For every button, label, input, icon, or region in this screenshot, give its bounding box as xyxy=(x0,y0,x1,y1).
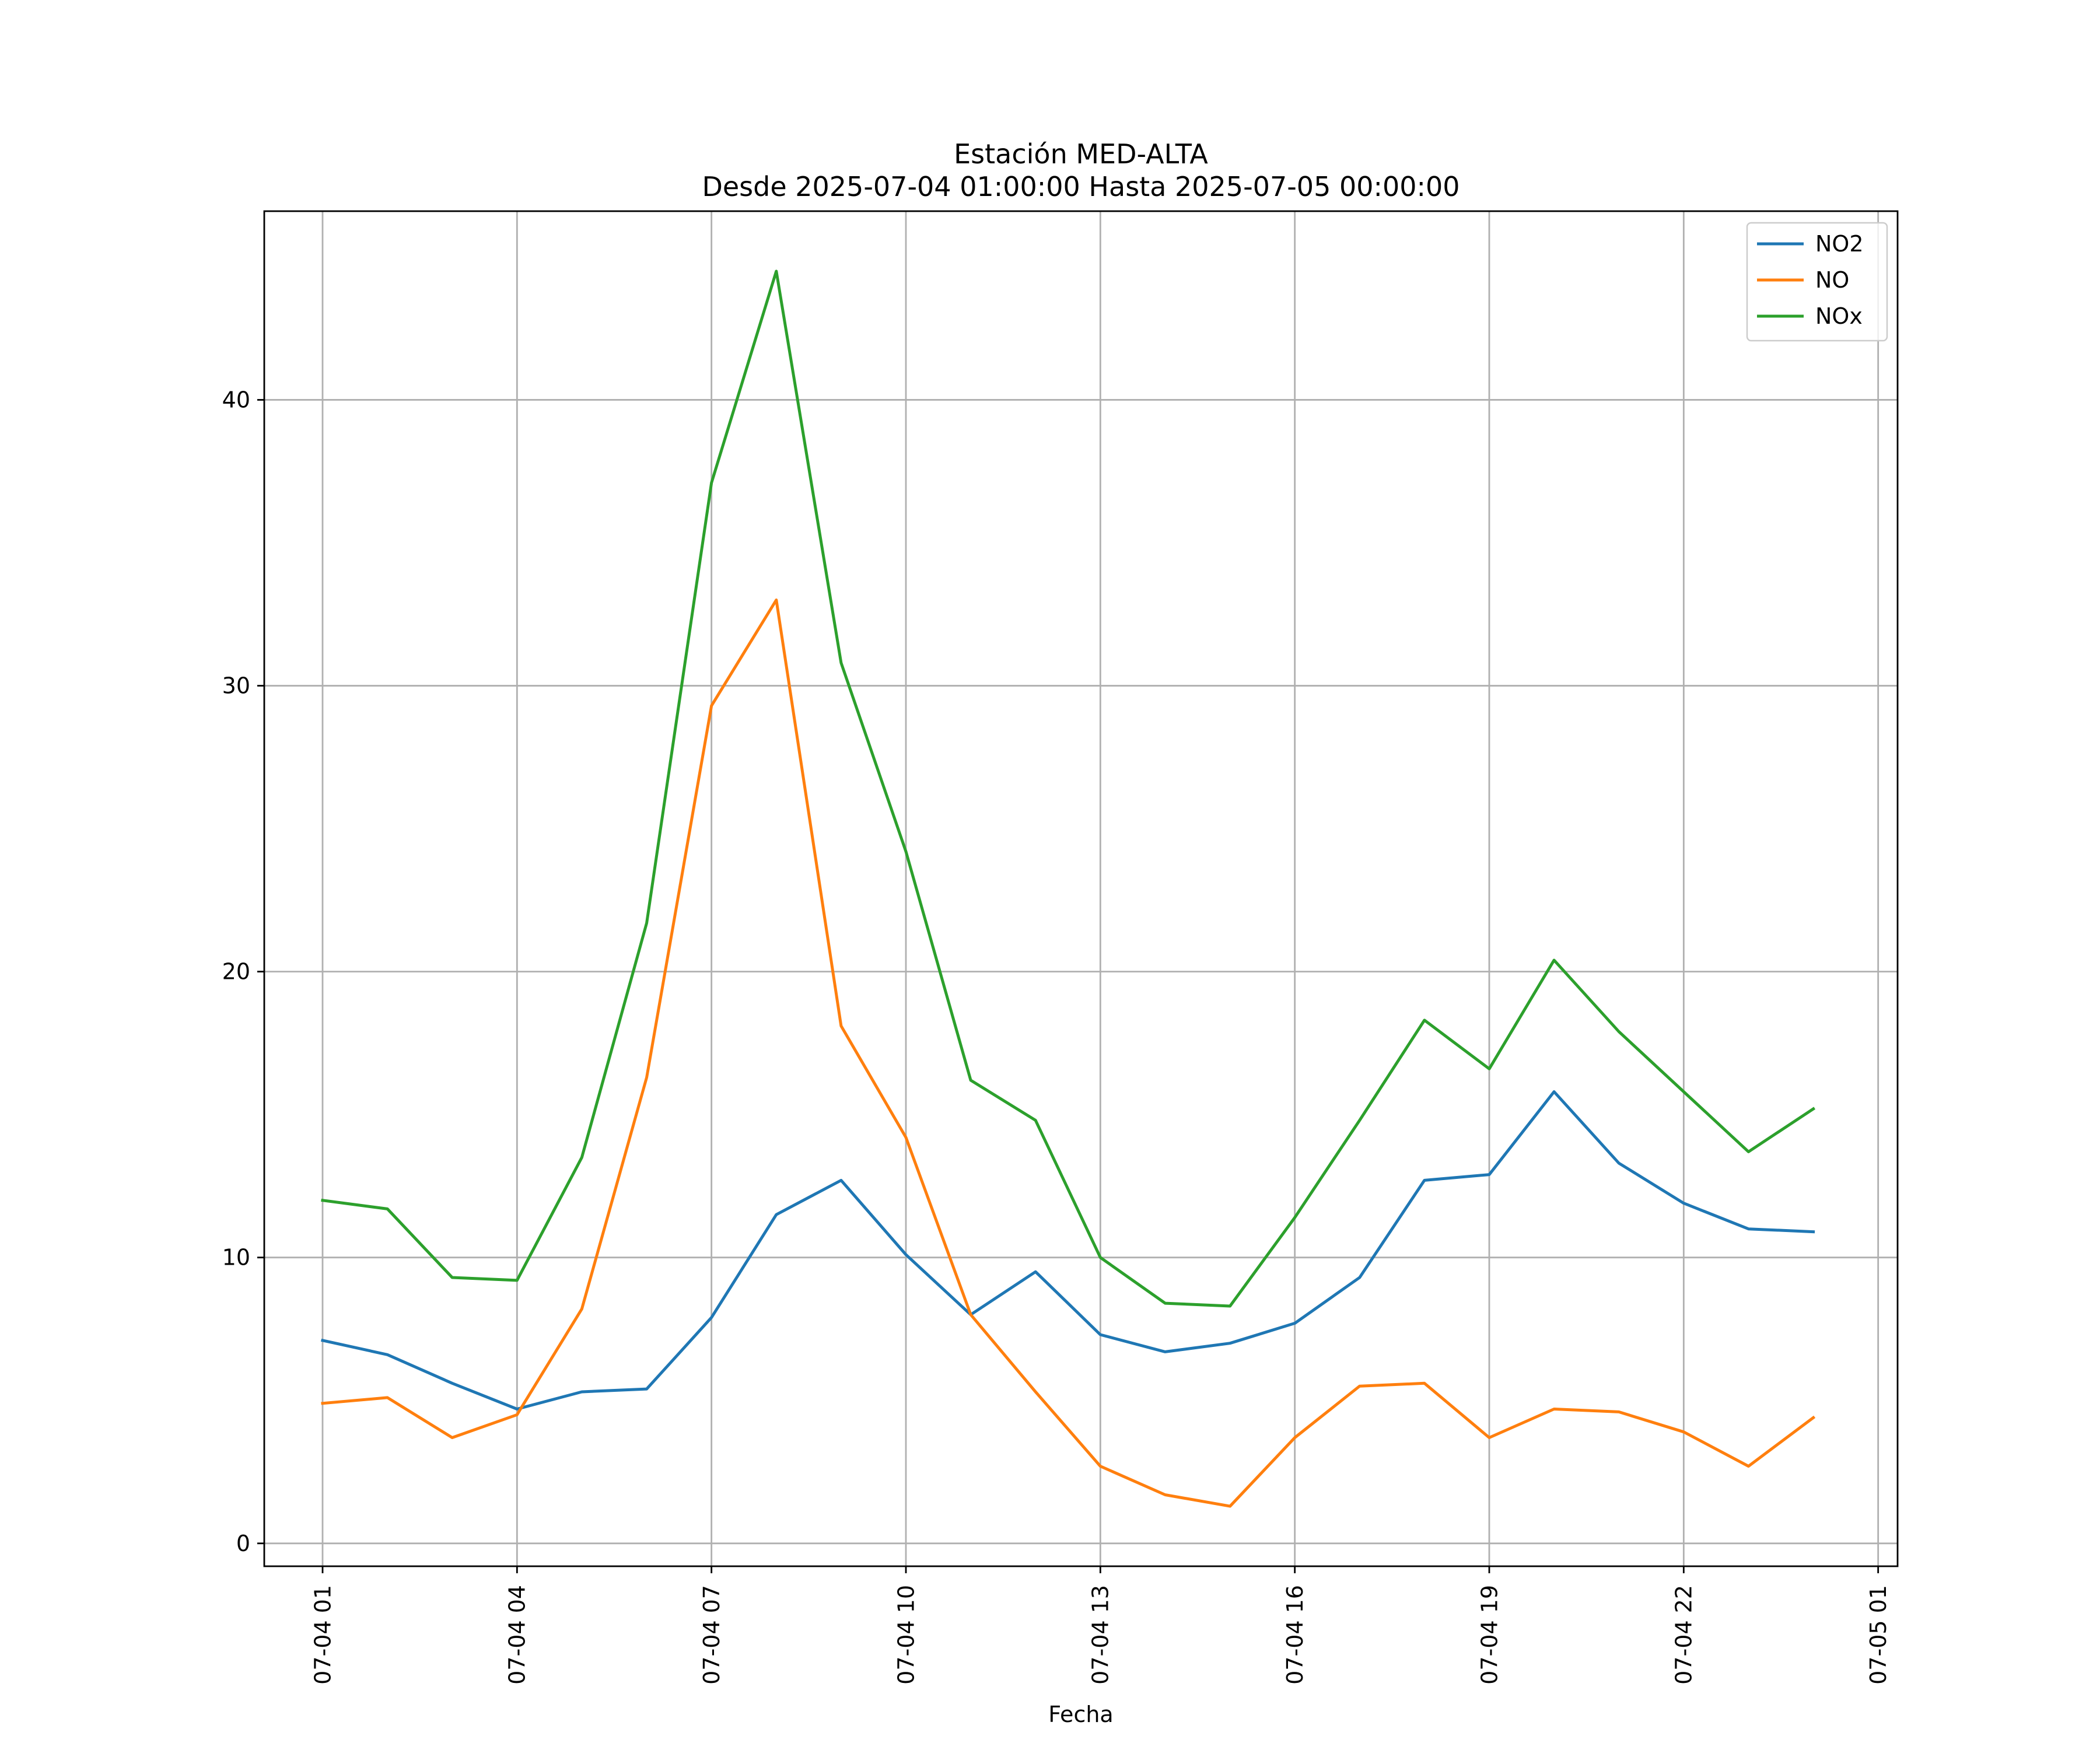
legend-label-no: NO xyxy=(1815,267,1849,293)
legend: NO2 NO NOx xyxy=(1746,222,1888,342)
x-axis: 07-04 01 07-04 04 07-04 07 07-04 10 07-04 13… xyxy=(310,1566,1891,1685)
series-line-no2 xyxy=(321,1090,1815,1410)
chart-subtitle: Desde 2025-07-04 01:00:00 Hasta 2025-07-… xyxy=(702,171,1460,202)
x-tick-label: 07-04 04 xyxy=(505,1585,530,1685)
x-tick-label: 07-04 13 xyxy=(1088,1585,1114,1685)
x-tick-label: 07-04 01 xyxy=(310,1585,335,1685)
x-tick-label: 07-04 07 xyxy=(699,1585,724,1685)
x-tick-label: 07-04 10 xyxy=(893,1585,919,1685)
legend-box xyxy=(1746,222,1888,342)
y-tick-label: 30 xyxy=(222,673,250,699)
y-tick-label: 40 xyxy=(222,387,250,412)
series-line-nox xyxy=(321,270,1816,1308)
x-axis-label: Fecha xyxy=(1048,1702,1113,1727)
y-axis: 0 10 20 30 40 xyxy=(222,387,264,1556)
y-tick-label: 0 xyxy=(236,1531,250,1556)
y-tick-label: 10 xyxy=(222,1245,250,1270)
chart-title: Estación MED-ALTA xyxy=(954,138,1208,170)
plot-frame xyxy=(263,210,1899,1567)
legend-label-nox: NOx xyxy=(1815,303,1863,329)
y-tick-label: 20 xyxy=(222,959,250,985)
series-line-no xyxy=(321,598,1816,1508)
legend-label-no2: NO2 xyxy=(1815,231,1864,257)
x-tick-label: 07-04 22 xyxy=(1671,1585,1697,1685)
x-tick-label: 07-05 01 xyxy=(1866,1585,1891,1685)
x-tick-label: 07-04 19 xyxy=(1476,1585,1502,1685)
x-tick-label: 07-04 16 xyxy=(1282,1585,1308,1685)
y-gridlines xyxy=(264,399,1898,1545)
series-lines xyxy=(321,270,1816,1508)
x-gridlines xyxy=(321,211,1880,1566)
